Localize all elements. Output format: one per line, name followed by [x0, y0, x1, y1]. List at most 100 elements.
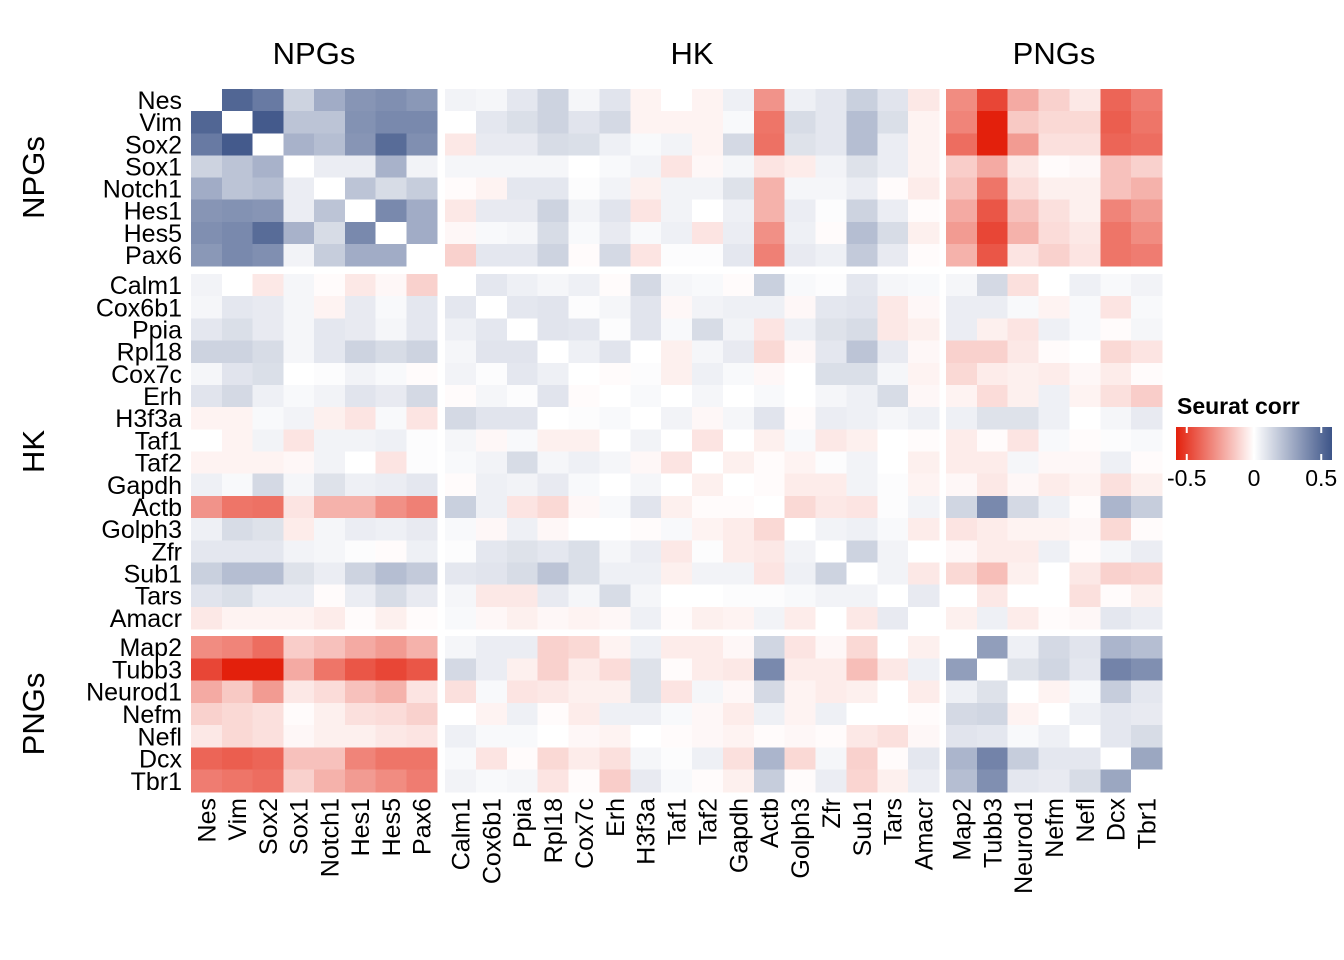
heatmap-cell [877, 111, 909, 134]
heatmap-cell [1038, 318, 1070, 342]
heatmap-cell [252, 362, 284, 386]
heatmap-cell [599, 473, 631, 497]
heatmap-cell [375, 680, 407, 704]
heatmap-cell [445, 429, 477, 452]
heatmap-cell [375, 562, 407, 586]
heatmap-cell [753, 518, 786, 541]
heatmap-cell [475, 111, 508, 134]
heatmap-cell [599, 584, 631, 608]
heatmap-cell [784, 133, 817, 156]
heatmap-cell [630, 769, 662, 793]
heatmap-cell [344, 133, 376, 156]
heatmap-cell [630, 177, 662, 201]
heatmap-cell [661, 562, 693, 586]
heatmap-cell [908, 725, 940, 748]
row-group-title: NPGs [16, 136, 51, 219]
heatmap-cell [599, 407, 631, 430]
heatmap-cell [976, 562, 1009, 586]
heatmap-cell [722, 725, 755, 748]
heatmap-cell [506, 199, 539, 223]
heatmap-cell [846, 177, 878, 201]
heatmap-cell [692, 199, 724, 223]
heatmap-cell [946, 362, 978, 386]
column-label: Taf2 [694, 798, 722, 845]
heatmap-cell [1038, 274, 1070, 297]
heatmap-cell [568, 518, 600, 541]
heatmap-cell [908, 177, 940, 201]
heatmap-cell [283, 540, 315, 563]
heatmap-cell [976, 274, 1009, 297]
heatmap-cell [1007, 429, 1040, 452]
heatmap-cell [661, 495, 693, 519]
heatmap-cell [1038, 606, 1070, 630]
heatmap-cell [191, 769, 223, 793]
heatmap-cell [1131, 384, 1163, 408]
heatmap-cell [1100, 540, 1132, 563]
heatmap-cell [475, 518, 508, 541]
heatmap-cell [946, 658, 978, 682]
heatmap-cell [630, 340, 662, 364]
heatmap-cell [692, 243, 724, 267]
heatmap-cell [314, 221, 346, 245]
row-label: Tars [135, 583, 182, 611]
heatmap-cell [784, 769, 817, 793]
heatmap-cell [191, 606, 223, 630]
heatmap-cell [191, 221, 223, 245]
heatmap-cell [221, 199, 253, 223]
heatmap-cell [753, 111, 786, 134]
heatmap-cell [1007, 702, 1040, 726]
heatmap-cell [568, 384, 600, 408]
heatmap-cell [314, 243, 346, 267]
heatmap-cell [784, 606, 817, 630]
heatmap-cell [784, 296, 817, 319]
heatmap-cell [406, 584, 438, 608]
heatmap-cell [753, 429, 786, 452]
column-label: Actb [756, 798, 784, 848]
heatmap-cell [344, 274, 376, 297]
heatmap-cell [692, 584, 724, 608]
heatmap-cell [537, 451, 570, 475]
heatmap-cell [221, 495, 253, 519]
heatmap-cell [252, 89, 284, 112]
heatmap-cell [283, 562, 315, 586]
column-label: Nefm [1041, 798, 1069, 858]
heatmap-cell [506, 362, 539, 386]
heatmap-cell [506, 725, 539, 748]
heatmap-cell [661, 451, 693, 475]
legend-title: Seurat corr [1177, 393, 1300, 419]
heatmap-cell [314, 606, 346, 630]
heatmap-cell [314, 133, 346, 156]
heatmap-cell [283, 747, 315, 771]
heatmap-cell [252, 177, 284, 201]
heatmap-cell [976, 243, 1009, 267]
heatmap-cell [908, 473, 940, 497]
heatmap-cell [252, 155, 284, 179]
heatmap-cell [1131, 584, 1163, 608]
heatmap-cell [537, 89, 570, 112]
heatmap-cell [475, 296, 508, 319]
heatmap-cell [1038, 451, 1070, 475]
heatmap-cell [221, 473, 253, 497]
heatmap-cell [283, 407, 315, 430]
heatmap-cell [722, 296, 755, 319]
heatmap-cell [406, 221, 438, 245]
heatmap-cell [191, 89, 223, 112]
row-label: Map2 [119, 634, 182, 662]
heatmap-cell [877, 221, 909, 245]
heatmap-cell [475, 769, 508, 793]
heatmap-cell [375, 318, 407, 342]
heatmap-cell [1100, 636, 1132, 659]
heatmap-cell [344, 221, 376, 245]
heatmap-cell [599, 243, 631, 267]
heatmap-cell [908, 606, 940, 630]
row-label: Calm1 [110, 272, 182, 300]
heatmap-cell [1069, 562, 1101, 586]
row-group-titles: NPGs HK PNGs [16, 136, 51, 755]
heatmap-cell [537, 495, 570, 519]
heatmap-cell [475, 429, 508, 452]
heatmap-cell [1069, 451, 1101, 475]
heatmap-cell [283, 429, 315, 452]
heatmap-cell [661, 473, 693, 497]
heatmap-cell [191, 518, 223, 541]
heatmap-cell [1131, 243, 1163, 267]
